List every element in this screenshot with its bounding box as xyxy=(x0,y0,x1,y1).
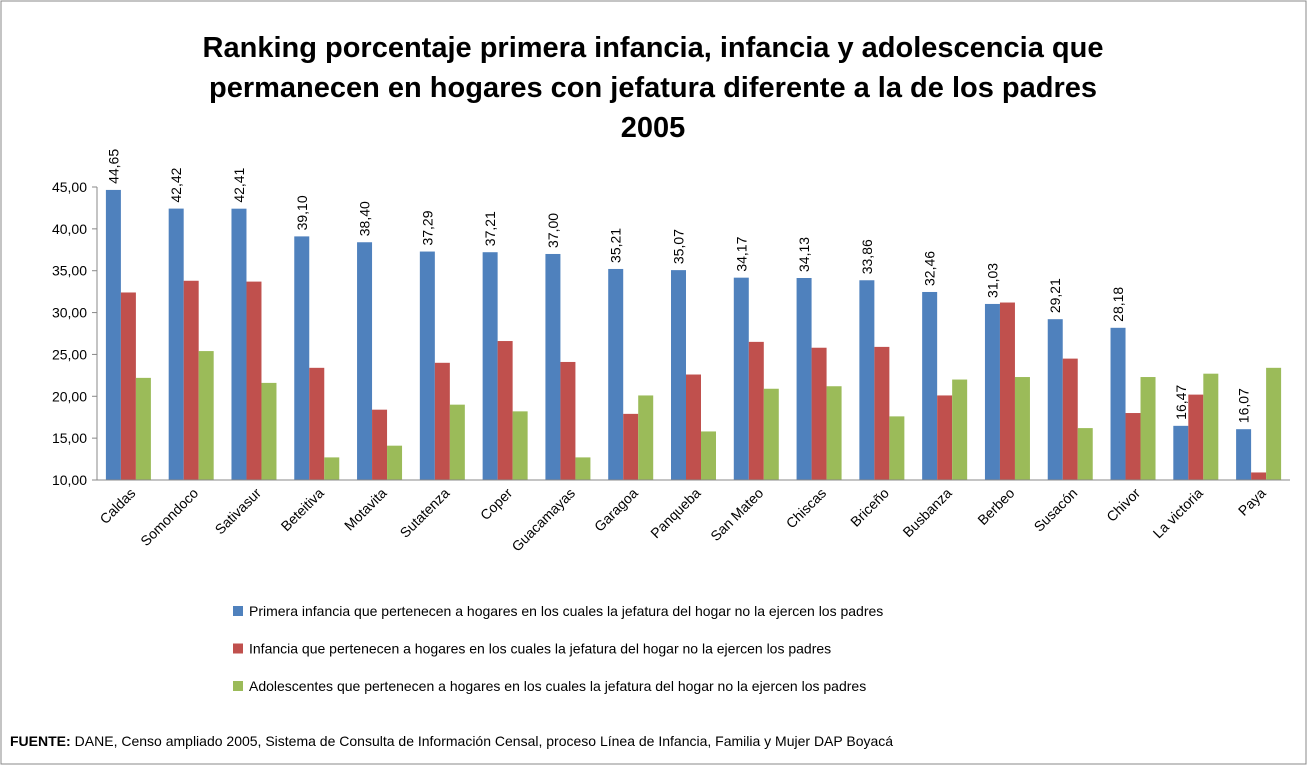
bar xyxy=(168,208,184,481)
bar xyxy=(1047,319,1063,480)
y-tick-label: 35,00 xyxy=(52,263,87,279)
data-label: 29,21 xyxy=(1047,278,1063,313)
bar xyxy=(984,303,1000,480)
bar xyxy=(671,270,686,480)
bar xyxy=(198,351,214,480)
data-label: 33,86 xyxy=(859,239,875,274)
bar xyxy=(1077,428,1093,480)
data-label: 37,29 xyxy=(419,210,435,245)
bar xyxy=(183,280,199,480)
bar xyxy=(796,277,812,480)
legend-label: Primera infancia que pertenecen a hogare… xyxy=(249,603,883,619)
legend-swatch xyxy=(233,606,243,616)
data-label: 37,00 xyxy=(545,213,561,248)
bar xyxy=(560,361,576,480)
chart-title: 2005 xyxy=(621,112,686,144)
bar xyxy=(387,445,403,480)
bar xyxy=(294,236,310,480)
bar xyxy=(763,388,779,480)
bar xyxy=(889,416,905,480)
bar xyxy=(1251,472,1267,480)
bar xyxy=(937,395,953,480)
bar xyxy=(811,347,827,480)
bar xyxy=(1203,373,1219,480)
bar xyxy=(309,367,325,480)
bar xyxy=(748,341,764,480)
bar xyxy=(623,413,639,480)
bar xyxy=(135,377,151,480)
bar xyxy=(497,341,513,480)
data-label: 34,13 xyxy=(796,237,812,272)
y-tick-label: 30,00 xyxy=(52,305,87,321)
bar xyxy=(1140,377,1156,480)
y-tick-label: 10,00 xyxy=(52,472,87,488)
bar xyxy=(120,292,136,480)
data-label: 16,07 xyxy=(1236,388,1252,423)
bar xyxy=(357,242,373,480)
bar xyxy=(575,457,591,480)
bar xyxy=(701,431,716,480)
bar xyxy=(1125,413,1141,480)
data-label: 34,17 xyxy=(733,236,749,271)
legend-label: Infancia que pertenecen a hogares en los… xyxy=(249,641,831,657)
legend-swatch xyxy=(233,681,243,691)
bar xyxy=(1062,358,1078,480)
legend-swatch xyxy=(233,643,243,654)
data-label: 44,65 xyxy=(105,149,121,184)
bar xyxy=(324,457,340,480)
data-label: 39,10 xyxy=(294,195,310,230)
bar xyxy=(1173,425,1189,480)
bar xyxy=(545,253,561,480)
y-tick-label: 15,00 xyxy=(52,430,87,446)
bar xyxy=(733,277,749,480)
data-label: 35,21 xyxy=(608,228,624,263)
bar xyxy=(999,302,1015,480)
chart-title: permanecen en hogares con jefatura difer… xyxy=(209,72,1097,104)
bar xyxy=(419,251,435,480)
bar xyxy=(1188,394,1204,480)
bar xyxy=(952,379,968,480)
source-label: FUENTE: xyxy=(10,733,71,749)
y-tick-label: 20,00 xyxy=(52,388,87,404)
bar xyxy=(1236,429,1252,480)
bar xyxy=(372,409,388,480)
bar xyxy=(608,268,624,480)
bar xyxy=(482,252,498,480)
source-text: DANE, Censo ampliado 2005, Sistema de Co… xyxy=(75,733,894,749)
bar xyxy=(1266,367,1282,480)
y-tick-label: 45,00 xyxy=(52,179,87,195)
bar xyxy=(686,374,701,480)
bar xyxy=(874,346,890,480)
bar xyxy=(105,189,121,480)
bar xyxy=(231,208,247,480)
data-label: 42,42 xyxy=(168,167,184,202)
data-label: 42,41 xyxy=(231,167,247,202)
legend-label: Adolescentes que pertenecen a hogares en… xyxy=(249,678,866,694)
data-label: 31,03 xyxy=(984,263,1000,298)
bar xyxy=(1110,327,1126,480)
bar xyxy=(246,281,262,480)
bar xyxy=(922,291,938,480)
bar xyxy=(826,386,842,480)
data-label: 28,18 xyxy=(1110,287,1126,322)
data-label: 32,46 xyxy=(922,251,938,286)
bar xyxy=(449,404,465,480)
bar xyxy=(512,411,528,480)
bar xyxy=(261,382,277,480)
data-label: 35,07 xyxy=(671,229,687,264)
y-tick-label: 25,00 xyxy=(52,346,87,362)
bar xyxy=(859,280,875,480)
chart-title: Ranking porcentaje primera infancia, inf… xyxy=(203,32,1104,64)
source: FUENTE: DANE, Censo ampliado 2005, Sistem… xyxy=(10,733,893,749)
bar xyxy=(1014,377,1030,480)
y-tick-label: 40,00 xyxy=(52,221,87,237)
bar xyxy=(434,362,450,480)
data-label: 38,40 xyxy=(357,201,373,236)
bar xyxy=(638,395,654,480)
data-label: 37,21 xyxy=(482,211,498,246)
data-label: 16,47 xyxy=(1173,385,1189,420)
